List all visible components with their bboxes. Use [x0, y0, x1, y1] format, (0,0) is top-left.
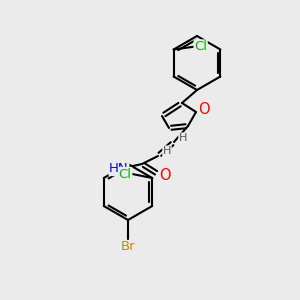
Text: H: H	[179, 133, 187, 143]
Text: Cl: Cl	[119, 167, 132, 181]
Text: Br: Br	[121, 241, 135, 254]
Text: HN: HN	[109, 163, 129, 176]
Text: H: H	[163, 146, 171, 156]
Text: O: O	[159, 169, 171, 184]
Text: Cl: Cl	[194, 40, 207, 53]
Text: O: O	[198, 103, 210, 118]
